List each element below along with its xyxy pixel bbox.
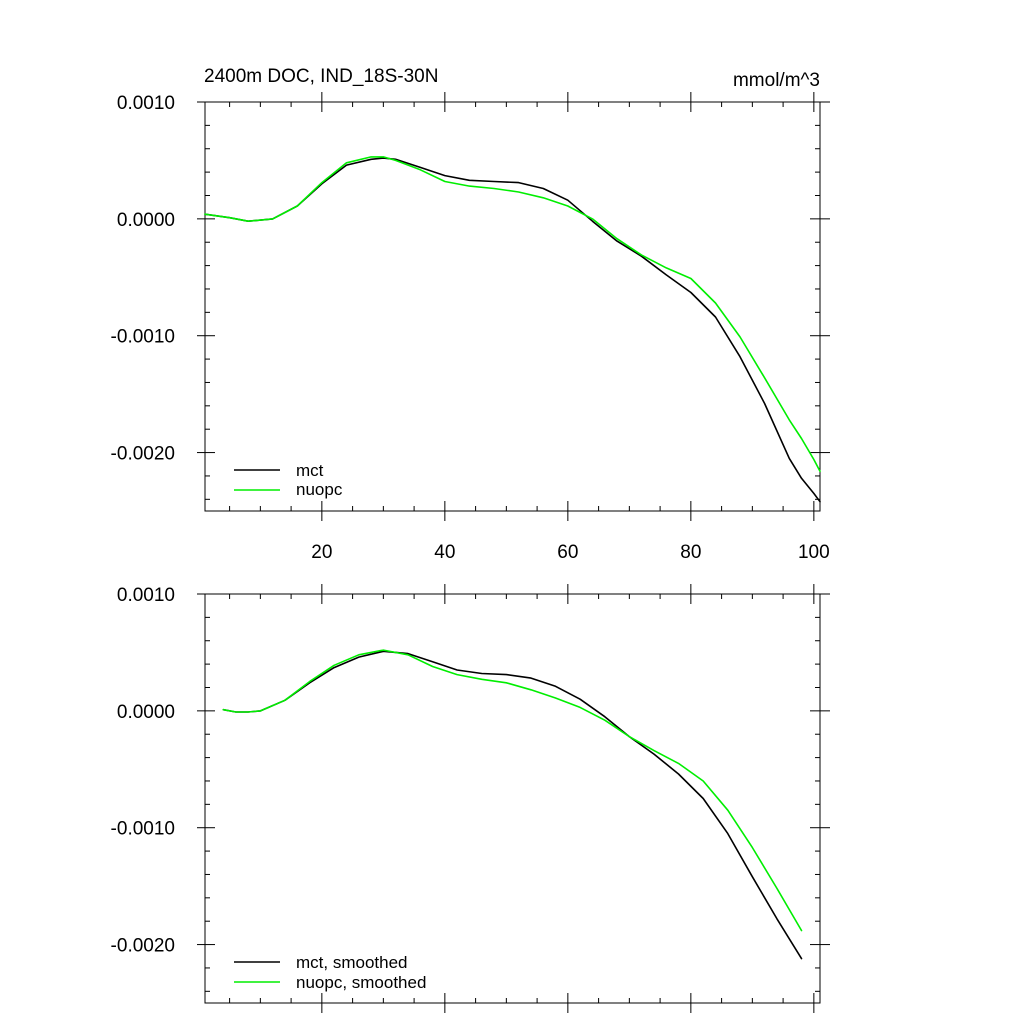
x-tick-label: 60 xyxy=(557,542,578,563)
chart-title: 2400m DOC, IND_18S-30N xyxy=(204,66,438,87)
legend: mct, smoothed nuopc, smoothed xyxy=(234,953,426,992)
y-tick-label: 0.0000 xyxy=(117,210,175,231)
series-line-nuopc-smoothed xyxy=(222,649,803,932)
y-tick-label: 0.0010 xyxy=(117,93,175,114)
y-tick-labels: 0.0010 0.0000 -0.0010 -0.0020 xyxy=(111,585,175,957)
y-tick-label: 0.0000 xyxy=(117,702,175,723)
series-line-nuopc xyxy=(204,156,821,473)
y-tick-label: -0.0020 xyxy=(111,936,175,957)
x-tick-label: 100 xyxy=(798,542,830,563)
axis-ticks xyxy=(197,92,830,521)
y-tick-label: 0.0010 xyxy=(117,585,175,606)
bottom-panel: 0.0010 0.0000 -0.0010 -0.0020 mct, smoothed… xyxy=(111,584,830,1013)
y-tick-label: -0.0010 xyxy=(111,327,175,348)
legend-label-nuopc-smoothed: nuopc, smoothed xyxy=(296,973,426,992)
plot-frame xyxy=(204,593,821,1004)
series-line-mct xyxy=(204,157,821,503)
series-layer xyxy=(222,649,803,960)
legend-label-mct: mct xyxy=(296,461,324,480)
x-tick-label: 20 xyxy=(311,542,332,563)
plot-frame xyxy=(204,101,821,512)
legend-label-nuopc: nuopc xyxy=(296,480,343,499)
legend-label-mct-smoothed: mct, smoothed xyxy=(296,953,408,972)
series-layer xyxy=(204,156,821,503)
y-tick-label: -0.0020 xyxy=(111,444,175,465)
legend: mct nuopc xyxy=(234,461,343,499)
y-tick-labels: 0.0010 0.0000 -0.0010 -0.0020 xyxy=(111,93,175,465)
x-tick-label: 80 xyxy=(680,542,701,563)
units-label: mmol/m^3 xyxy=(733,70,820,91)
x-tick-labels: 20 40 60 80 100 xyxy=(311,542,829,563)
top-panel: 2400m DOC, IND_18S-30N mmol/m^3 0.00100.… xyxy=(111,66,830,563)
x-tick-label: 40 xyxy=(434,542,455,563)
y-tick-label: -0.0010 xyxy=(111,819,175,840)
axis-ticks xyxy=(197,584,830,1013)
series-line-mct-smoothed xyxy=(222,650,803,960)
